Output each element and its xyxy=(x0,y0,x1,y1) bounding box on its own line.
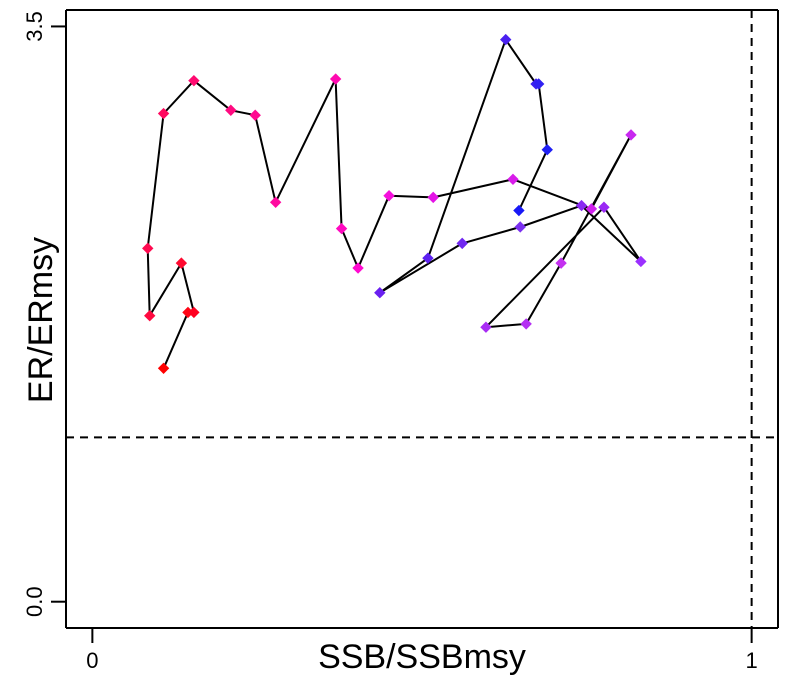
data-point xyxy=(157,362,170,375)
y-tick-label: 0.0 xyxy=(22,586,47,617)
y-tick-label: 3.5 xyxy=(22,11,47,42)
data-point xyxy=(507,173,519,185)
data-point xyxy=(585,203,598,215)
data-point xyxy=(383,190,395,202)
data-point xyxy=(329,73,342,85)
y-axis: 0.0 3.5 xyxy=(22,11,67,617)
data-point xyxy=(456,237,468,250)
data-point xyxy=(422,252,434,264)
data-point xyxy=(500,33,512,46)
data-point xyxy=(269,196,282,209)
data-point xyxy=(374,286,386,299)
y-axis-label: ER/ERmsy xyxy=(22,237,60,403)
data-point xyxy=(555,257,567,269)
data-point xyxy=(520,318,532,330)
data-point xyxy=(541,144,553,156)
x-tick-label: 1 xyxy=(746,648,758,673)
data-point xyxy=(188,306,200,319)
data-point xyxy=(427,191,439,204)
data-point xyxy=(225,104,237,116)
data-point xyxy=(598,201,610,213)
data-point xyxy=(532,78,545,90)
data-point xyxy=(625,129,637,141)
data-points xyxy=(142,33,647,375)
data-point xyxy=(514,221,526,233)
data-point xyxy=(157,107,170,120)
data-point xyxy=(335,222,348,235)
data-point xyxy=(249,109,261,121)
data-point xyxy=(513,204,525,217)
data-point xyxy=(142,242,154,255)
series-line xyxy=(146,38,642,369)
x-axis-label: SSB/SSBmsy xyxy=(318,638,526,676)
data-point xyxy=(575,199,588,212)
data-point xyxy=(635,255,647,268)
data-point xyxy=(188,74,200,87)
data-point xyxy=(352,262,364,274)
x-tick-label: 0 xyxy=(86,648,98,673)
data-point xyxy=(480,321,492,333)
data-point xyxy=(175,257,188,269)
data-point xyxy=(144,310,156,322)
reference-lines xyxy=(66,10,778,628)
